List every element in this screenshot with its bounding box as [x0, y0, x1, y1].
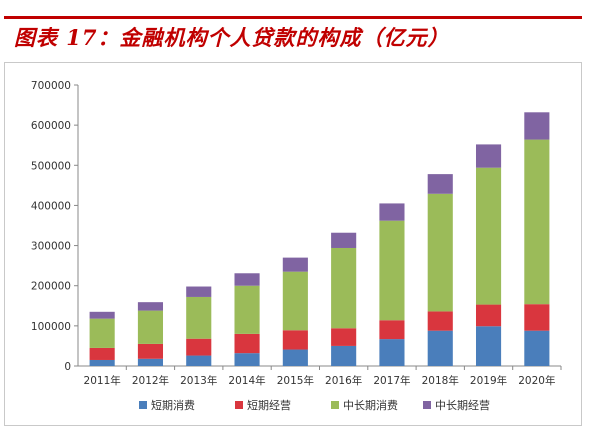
bars — [89, 112, 550, 366]
bar-segment — [524, 112, 550, 140]
x-tick-label: 2016年 — [325, 374, 362, 387]
legend-label: 短期消费 — [151, 398, 195, 412]
legend-label: 中长期消费 — [343, 398, 398, 412]
bar-segment — [475, 326, 502, 366]
bar-segment — [186, 338, 212, 356]
y-tick-labels: 0 100000 200000 300000 400000 500000 600000 700… — [31, 80, 71, 373]
y-tick-label: 100000 — [31, 321, 71, 333]
bar-segment — [186, 296, 212, 339]
legend-label: 中长期经营 — [435, 398, 490, 412]
bar-segment — [427, 330, 453, 366]
stacked-bar-chart: 2011年 2012年 2013年 2014年 2015年 2016年 2017年 2018年… — [31, 80, 562, 412]
bar-segment — [89, 359, 115, 366]
bar-segment — [186, 355, 212, 366]
bar-segment — [524, 304, 550, 331]
x-tick-label: 2013年 — [180, 374, 217, 387]
header-rule — [4, 16, 582, 19]
bar-segment — [282, 271, 308, 331]
bar-segment — [331, 232, 357, 248]
bar-segment — [475, 144, 502, 168]
bar-segment — [137, 310, 164, 344]
bar-segment — [475, 167, 502, 305]
bar-segment — [282, 257, 308, 272]
bar-segment — [186, 286, 212, 297]
x-tick-label: 2018年 — [422, 374, 459, 387]
bar-segment — [234, 285, 260, 334]
y-tick-label: 500000 — [31, 160, 71, 172]
bar-segment — [331, 345, 357, 366]
bar-segment — [331, 328, 357, 346]
legend: 短期消费 短期经营 中长期消费 中长期经营 — [139, 398, 490, 412]
bar-segment — [379, 320, 405, 340]
page-title: 图表 17：金融机构个人贷款的构成（亿元） — [14, 25, 450, 50]
x-tick-label: 2015年 — [277, 374, 314, 387]
bar-segment — [379, 220, 405, 321]
bar-segment — [379, 339, 405, 366]
bar-segment — [282, 349, 308, 366]
x-tick-label: 2012年 — [132, 374, 169, 387]
x-tick-label: 2017年 — [373, 374, 410, 387]
bar-segment — [137, 302, 164, 311]
y-tick-label: 600000 — [31, 120, 71, 132]
y-tick-label: 0 — [64, 361, 71, 373]
x-tick-label: 2019年 — [470, 374, 507, 387]
x-tick-labels: 2011年 2012年 2013年 2014年 2015年 2016年 2017年 2018年… — [84, 374, 556, 387]
legend-label: 短期经营 — [247, 398, 291, 412]
legend-swatch — [331, 401, 339, 409]
bar-segment — [137, 358, 164, 366]
bar-segment — [427, 193, 453, 312]
bar-segment — [234, 353, 260, 366]
legend-swatch — [139, 401, 147, 409]
bar-segment — [89, 318, 115, 348]
x-tick-label: 2014年 — [228, 374, 265, 387]
y-tick-label: 200000 — [31, 281, 71, 293]
y-tick-label: 700000 — [31, 80, 71, 92]
bar-segment — [89, 311, 115, 319]
bar-segment — [427, 311, 453, 331]
bar-segment — [427, 174, 453, 194]
bar-segment — [379, 203, 405, 221]
chart-frame: 2011年 2012年 2013年 2014年 2015年 2016年 2017年 2018年… — [4, 62, 582, 426]
x-tick-label: 2011年 — [84, 374, 121, 387]
legend-swatch — [235, 401, 243, 409]
bar-segment — [234, 333, 260, 354]
bar-segment — [524, 330, 550, 366]
bar-segment — [89, 347, 115, 360]
bar-segment — [234, 273, 260, 286]
bar-segment — [524, 139, 550, 305]
bar-segment — [475, 304, 502, 327]
legend-swatch — [423, 401, 431, 409]
y-tick-label: 300000 — [31, 241, 71, 253]
x-tick-label: 2020年 — [518, 374, 555, 387]
bar-segment — [282, 330, 308, 350]
y-tick-label: 400000 — [31, 200, 71, 212]
bar-segment — [137, 343, 164, 359]
bar-segment — [331, 247, 357, 329]
